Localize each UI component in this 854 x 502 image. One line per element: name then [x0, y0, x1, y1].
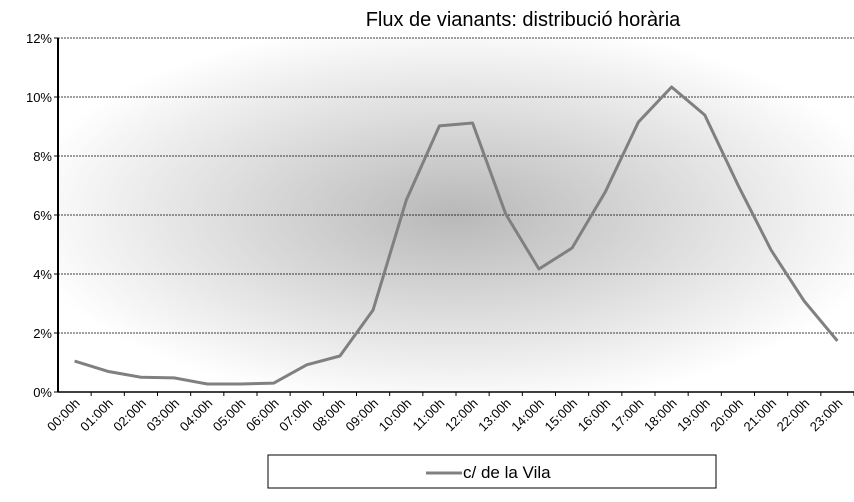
chart-title: Flux de vianants: distribució horària: [366, 9, 681, 31]
x-tick-label: 04:00h: [177, 396, 216, 435]
x-tick-label: 14:00h: [508, 396, 547, 435]
x-tick-label: 03:00h: [143, 396, 182, 435]
x-tick-label: 15:00h: [541, 396, 580, 435]
x-tick-label: 00:00h: [44, 396, 83, 435]
x-tick-label: 02:00h: [110, 396, 149, 435]
x-tick-label: 01:00h: [77, 396, 116, 435]
x-tick-label: 16:00h: [575, 396, 614, 435]
y-tick-label: 12%: [26, 31, 52, 46]
x-tick-label: 11:00h: [409, 396, 447, 434]
y-tick-label: 6%: [33, 208, 52, 223]
y-tick-label: 8%: [33, 149, 52, 164]
x-tick-label: 20:00h: [707, 396, 746, 435]
x-tick-label: 19:00h: [674, 396, 713, 435]
legend-label: c/ de la Vila: [463, 463, 551, 482]
x-tick-label: 12:00h: [442, 396, 481, 435]
x-tick-label: 08:00h: [309, 396, 348, 435]
y-tick-label: 4%: [33, 267, 52, 282]
legend: [267, 454, 717, 489]
x-tick-label: 05:00h: [210, 396, 249, 435]
x-tick-label: 18:00h: [641, 396, 680, 435]
x-tick-label: 21:00h: [740, 396, 779, 435]
x-tick-label: 09:00h: [342, 396, 381, 435]
x-tick-label: 06:00h: [243, 396, 282, 435]
y-tick-label: 2%: [33, 326, 52, 341]
x-tick-label: 23:00h: [807, 396, 846, 435]
y-tick-label: 0%: [33, 385, 52, 400]
x-tick-label: 17:00h: [608, 396, 647, 435]
y-tick-label: 10%: [26, 90, 52, 105]
x-tick-label: 13:00h: [475, 396, 514, 435]
series-line: [74, 85, 839, 386]
x-tick-label: 07:00h: [276, 396, 315, 435]
x-tick-label: 22:00h: [774, 396, 813, 435]
x-tick-label: 10:00h: [376, 396, 415, 435]
